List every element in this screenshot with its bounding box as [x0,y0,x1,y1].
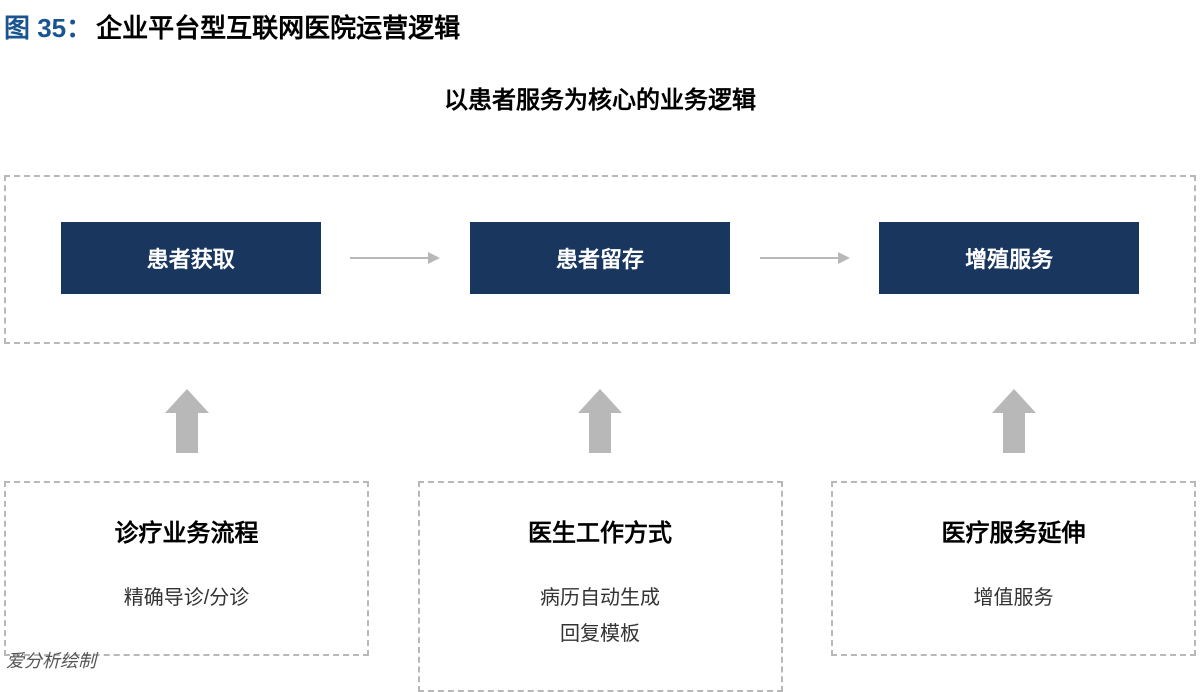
support-title: 诊疗业务流程 [16,513,357,548]
support-item: 精确导诊/分诊 [16,580,357,616]
credit: 爱分析绘制 [6,647,96,673]
support-item: 回复模板 [430,616,771,652]
subtitle: 以患者服务为核心的业务逻辑 [0,80,1200,115]
figure-number: 图 35： [4,8,92,45]
supports-row: 诊疗业务流程 精确导诊/分诊 医生工作方式 病历自动生成 回复模板 医疗服务延伸… [4,389,1196,692]
support-box-process: 诊疗业务流程 精确导诊/分诊 [4,481,369,656]
support-box-doctor: 医生工作方式 病历自动生成 回复模板 [418,481,783,692]
support-col-doctor: 医生工作方式 病历自动生成 回复模板 [418,389,783,692]
stage-label: 患者获取 [147,242,235,274]
arrow-up-icon [992,389,1036,453]
figure-header: 图 35： 企业平台型互联网医院运营逻辑 [0,0,1200,45]
arrow-up-icon [165,389,209,453]
stage-label: 患者留存 [556,242,644,274]
stage-label: 增殖服务 [965,242,1053,274]
arrow-up-icon [578,389,622,453]
stage-row: 患者获取 患者留存 增殖服务 [6,177,1194,294]
arrow-right-icon [350,248,440,268]
support-col-extension: 医疗服务延伸 增值服务 [831,389,1196,656]
support-col-process: 诊疗业务流程 精确导诊/分诊 [4,389,369,656]
support-item: 病历自动生成 [430,580,771,616]
support-title: 医生工作方式 [430,513,771,548]
support-item: 增值服务 [843,580,1184,616]
support-box-extension: 医疗服务延伸 增值服务 [831,481,1196,656]
stage-box-value-added: 增殖服务 [879,222,1139,294]
stage-box-acquire: 患者获取 [61,222,321,294]
support-title: 医疗服务延伸 [843,513,1184,548]
core-logic-box: 患者获取 患者留存 增殖服务 [4,175,1196,344]
stage-box-retain: 患者留存 [470,222,730,294]
figure-title: 企业平台型互联网医院运营逻辑 [96,8,460,45]
arrow-right-icon [760,248,850,268]
